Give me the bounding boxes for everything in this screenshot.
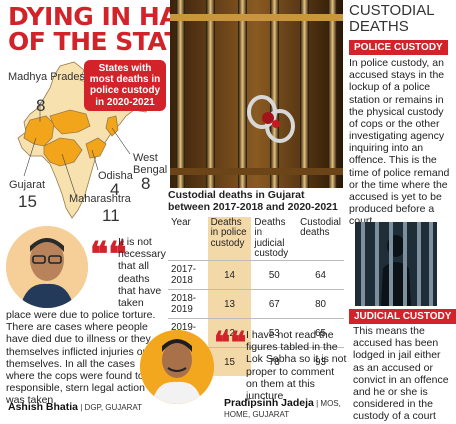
col-year: Year — [171, 217, 191, 228]
pradipsinh-jadeja-portrait — [140, 330, 214, 404]
table-row: 2018-2019 13 67 80 — [168, 289, 344, 319]
col-judicial-custody: Deaths in judicial custody — [254, 217, 289, 259]
map-label-odisha: Odisha — [98, 170, 133, 182]
cell-year: 2017-2018 — [168, 260, 208, 290]
police-custody-tag: POLICE CUSTODY — [349, 40, 448, 55]
cell-year: 2018-2019 — [168, 289, 208, 319]
cell-police: 13 — [207, 289, 252, 319]
quote-1-attribution: Ashish Bhatia | DGP, GUJARAT — [8, 401, 142, 414]
map-count-odisha: 4 — [110, 180, 120, 199]
quote-1-role: | DGP, GUJARAT — [80, 403, 143, 412]
cell-judicial: 50 — [251, 260, 298, 290]
cell-total: 65 — [297, 318, 344, 348]
cell-police: 14 — [207, 260, 252, 290]
table-header-row: Year Deaths in police custody Deaths in … — [168, 217, 344, 261]
jail-bars-photo — [170, 0, 343, 188]
cell-judicial: 53 — [251, 318, 298, 348]
col-police-custody: Deaths in police custody — [207, 217, 252, 261]
sidebar-title: CUSTODIAL DEATHS — [349, 2, 435, 35]
cell-police: 12 — [207, 318, 252, 348]
headline-line-2: OF THE STATE — [8, 27, 198, 56]
cell-judicial: 67 — [251, 289, 298, 319]
judicial-custody-text: This means the accused has been lodged i… — [353, 325, 449, 423]
map-label-gujarat: Gujarat — [9, 179, 46, 191]
jail-silhouette-image — [355, 222, 437, 306]
map-label-madhya-pradesh: Madhya Pradesh — [8, 71, 92, 83]
pradipsinh-jadeja-photo — [140, 330, 214, 404]
quote-2-role: | MOS, HOME, GUJARAT — [224, 399, 341, 419]
cell-judicial: 78 — [251, 347, 298, 377]
ashish-bhatia-photo — [6, 226, 88, 308]
col-custodial-deaths: Custodial deaths — [300, 217, 341, 239]
judicial-custody-tag: JUDICIAL CUSTODY — [349, 309, 456, 324]
map-count-gujarat: 15 — [18, 192, 37, 211]
map-count-madhya-pradesh: 8 — [36, 96, 46, 115]
table-row: 2019-2020 12 53 65 — [168, 318, 344, 348]
map-count-maharashtra: 11 — [102, 206, 120, 225]
cell-police: 15 — [207, 347, 252, 377]
quote-1-name: Ashish Bhatia — [8, 401, 79, 413]
ashish-bhatia-portrait — [6, 226, 88, 308]
map-count-west-bengal: 8 — [141, 174, 151, 193]
table-row: 2017-2018 14 50 64 — [168, 260, 344, 290]
quote-mark-2: ❝❝ — [214, 326, 247, 361]
jail-silhouette-graphic — [355, 222, 437, 306]
map-label-maharashtra: Maharashtra — [69, 193, 131, 205]
quote-2-name: Pradipsinh Jadeja — [224, 397, 314, 409]
quote-1-text-box: It is not necessary that all deaths that… — [6, 236, 166, 406]
quote-1-text: It is not necessary that all deaths that… — [6, 236, 166, 407]
cell-total: 80 — [297, 289, 344, 319]
map-callout: States with most deaths in police custod… — [84, 60, 166, 111]
police-custody-text: In police custody, an accused stays in t… — [349, 57, 450, 227]
quote-2-attribution: Pradipsinh Jadeja | MOS, HOME, GUJARAT — [224, 397, 348, 419]
table-title: Custodial deaths in Gujarat between 2017… — [168, 189, 338, 213]
cell-total: 93 — [297, 347, 344, 377]
quote-1-spacer — [6, 236, 118, 306]
jail-bars-graphic — [170, 0, 343, 188]
cell-total: 64 — [297, 260, 344, 290]
map-label-west-bengal: West Bengal — [133, 152, 168, 176]
quote-mark-1: ❝❝ — [90, 235, 127, 275]
quote-2-text: I have not read the figures tabled in th… — [246, 329, 347, 402]
